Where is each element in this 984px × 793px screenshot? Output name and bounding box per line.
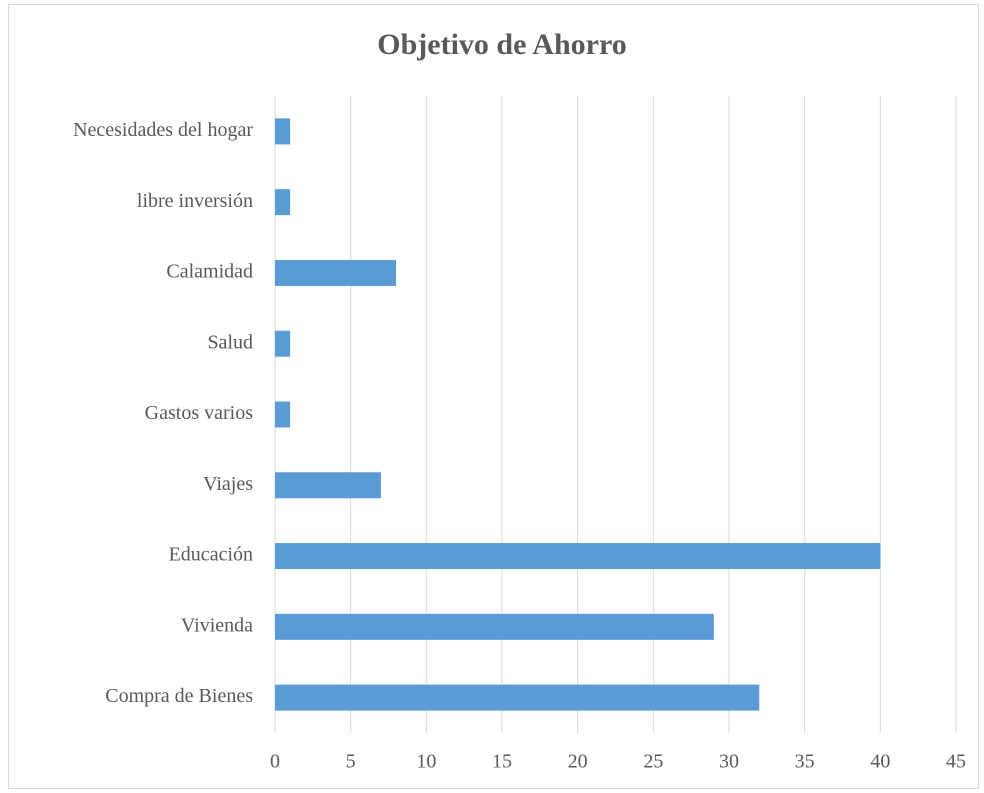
x-tick-label: 0: [270, 751, 280, 773]
x-tick-label: 20: [568, 751, 588, 773]
chart-title: Objetivo de Ahorro: [377, 28, 626, 61]
y-tick-label: Educación: [169, 544, 253, 566]
x-tick-label: 15: [492, 751, 512, 773]
y-tick-label: Calamidad: [166, 261, 253, 283]
bar: [275, 118, 291, 145]
y-tick-label: libre inversión: [137, 190, 253, 212]
y-tick-label: Vivienda: [181, 614, 253, 636]
bar: [275, 401, 291, 428]
x-tick-label: 45: [946, 751, 966, 773]
bar: [275, 613, 714, 640]
y-tick-label: Gastos varios: [145, 402, 254, 424]
x-tick-label: 35: [795, 751, 815, 773]
y-tick-label: Compra de Bienes: [105, 685, 253, 707]
bar: [275, 330, 291, 357]
x-tick-label: 25: [643, 751, 663, 773]
bar: [275, 259, 397, 286]
bar: [275, 684, 760, 711]
y-tick-label: Salud: [207, 331, 253, 353]
x-tick-label: 30: [719, 751, 739, 773]
y-tick-label: Necesidades del hogar: [73, 119, 253, 141]
bar: [275, 189, 291, 216]
bar: [275, 472, 381, 499]
chart-border: [8, 4, 979, 789]
x-tick-label: 5: [346, 751, 356, 773]
x-tick-label: 10: [416, 751, 436, 773]
bar: [275, 543, 881, 570]
y-tick-label: Viajes: [203, 473, 253, 495]
x-tick-label: 40: [870, 751, 890, 773]
